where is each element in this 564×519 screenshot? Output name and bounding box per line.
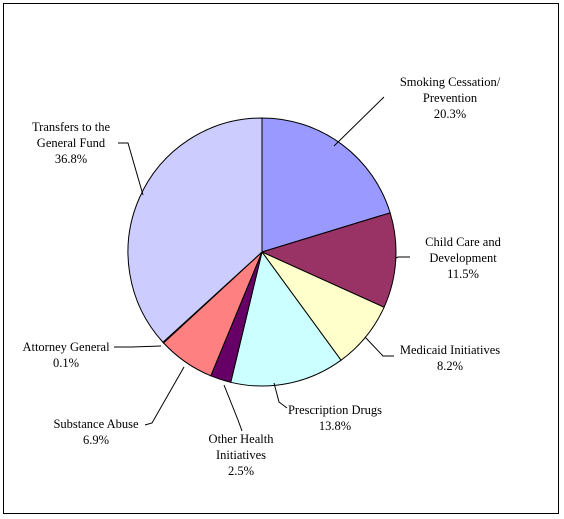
- slice-category-label: Child Care and: [425, 235, 501, 249]
- slice-category-label: Other Health: [209, 432, 275, 446]
- slice-percent-label: 36.8%: [55, 152, 87, 166]
- slice-percent-label: 0.1%: [53, 356, 79, 370]
- leader-line: [395, 256, 410, 259]
- slice-category-label: Prescription Drugs: [288, 403, 382, 417]
- leader-line: [144, 366, 185, 426]
- leader-line: [114, 345, 162, 348]
- slice-category-label: Prevention: [423, 91, 478, 105]
- slice-percent-label: 6.9%: [83, 433, 109, 447]
- slice-category-label: Medicaid Initiatives: [400, 343, 500, 357]
- slice-category-label: Transfers to the: [32, 120, 110, 134]
- pie-slice: [260, 212, 397, 308]
- leader-line: [273, 382, 288, 409]
- slice-category-label: Smoking Cessation/: [400, 75, 501, 89]
- slice-category-label: Attorney General: [22, 340, 110, 354]
- slice-category-label: Initiatives: [216, 448, 266, 462]
- pie-slice: [127, 117, 263, 343]
- slice-percent-label: 2.5%: [228, 464, 254, 478]
- slice-percent-label: 8.2%: [437, 359, 463, 373]
- slice-category-label: Substance Abuse: [53, 417, 139, 431]
- leader-line: [364, 336, 394, 357]
- leader-line: [223, 384, 243, 432]
- slice-category-label: General Fund: [37, 136, 106, 150]
- slice-percent-label: 20.3%: [434, 107, 466, 121]
- leader-line: [118, 142, 144, 196]
- pie-slice: [230, 250, 342, 387]
- slice-percent-label: 13.8%: [319, 419, 351, 433]
- slice-category-label: Development: [429, 251, 497, 265]
- pie-slice: [261, 117, 391, 253]
- slice-percent-label: 11.5%: [447, 267, 479, 281]
- leader-line: [333, 96, 385, 147]
